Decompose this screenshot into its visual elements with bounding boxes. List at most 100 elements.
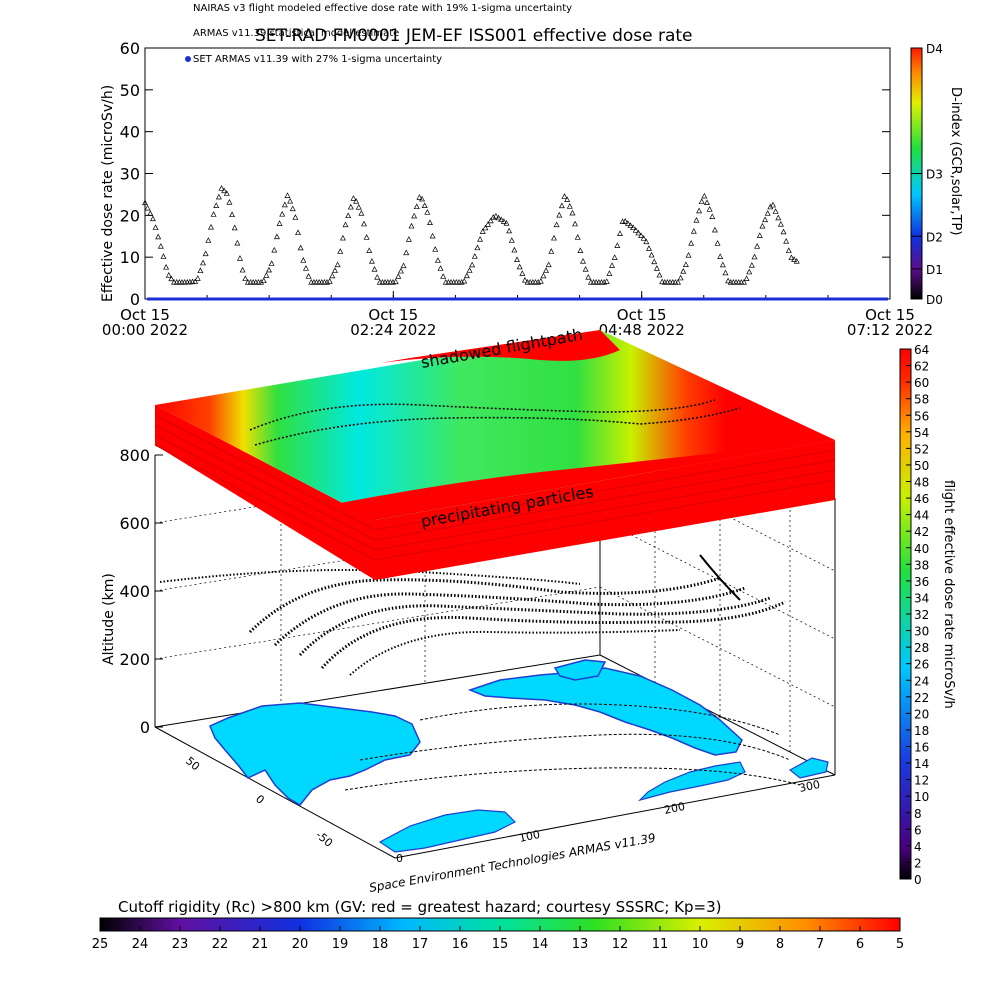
nairas-point: [482, 224, 489, 231]
altitude-tick-label: 800: [119, 446, 150, 465]
nairas-point: [152, 224, 159, 230]
nairas-point: [645, 245, 652, 251]
nairas-point: [548, 248, 555, 254]
nairas-point: [722, 269, 729, 276]
nairas-point: [474, 244, 481, 251]
nairas-point: [350, 195, 357, 201]
nairas-caption: NAIRAS v3 flight modeled effective dose …: [193, 3, 572, 14]
dose-colorbar-tick-label: 0: [914, 873, 922, 887]
nairas-point: [374, 274, 381, 280]
nairas-point: [622, 218, 629, 224]
nairas-point: [305, 273, 312, 279]
nairas-point: [762, 216, 769, 223]
nairas-point: [405, 236, 412, 242]
latitude-tick-label: 0: [253, 792, 267, 806]
dose-colorbar-tick-label: 46: [914, 492, 929, 506]
dose-colorbar-tick-label: 2: [914, 856, 922, 870]
nairas-point: [221, 187, 228, 194]
nairas-point: [756, 232, 763, 238]
nairas-point: [408, 222, 415, 229]
altitude-tick-label: 200: [119, 650, 150, 669]
nairas-point: [609, 262, 616, 268]
altitude-ticks: 0 200 400 600 800: [119, 446, 163, 737]
nairas-point: [363, 234, 370, 240]
continent-australia: [378, 809, 517, 853]
altitude-tick-label: 400: [119, 582, 150, 601]
nairas-point: [416, 194, 423, 200]
cutoff-tick-label: 14: [532, 937, 549, 952]
nairas-point: [281, 201, 288, 208]
nairas-point: [717, 253, 724, 259]
legend-marker: [185, 56, 191, 62]
dose-x-tick-time: 02:24 2022: [350, 321, 436, 339]
cutoff-rigidity-title: Cutoff rigidity (Rc) >800 km (GV: red = …: [118, 898, 721, 916]
nairas-point: [355, 203, 362, 210]
nairas-point: [218, 185, 225, 191]
dose-colorbar-tick-label: 36: [914, 575, 929, 589]
nairas-point: [192, 278, 199, 284]
dose-x-tick-time: 07:12 2022: [847, 321, 933, 339]
dose-y-tick-label: 20: [120, 206, 140, 225]
nairas-point: [142, 199, 148, 206]
orbit-path-2: [273, 586, 746, 647]
nairas-point: [213, 202, 220, 208]
hazard-slab-front-stripes: [154, 414, 836, 561]
nairas-point: [200, 259, 207, 266]
dose-x-tick-time: 00:00 2022: [102, 321, 188, 339]
nairas-point: [403, 249, 410, 256]
nairas-point: [564, 196, 571, 202]
nairas-point: [342, 221, 349, 228]
nairas-point: [656, 271, 663, 278]
nairas-point: [368, 258, 375, 264]
nairas-point: [659, 278, 666, 285]
nairas-point: [424, 209, 431, 215]
cutoff-tick-label: 5: [896, 937, 904, 952]
continent-africa-edge: [788, 757, 829, 779]
nairas-point: [361, 220, 367, 227]
cutoff-tick-label: 9: [736, 937, 744, 952]
nairas-point: [366, 247, 373, 253]
longitude-ticks: 100 200 300 0: [396, 778, 821, 865]
nairas-point: [295, 229, 302, 236]
nairas-point: [511, 246, 518, 253]
dose-colorbar-tick-label: 40: [914, 542, 929, 556]
nairas-point: [149, 215, 156, 222]
nairas-point: [239, 266, 246, 273]
dindex-ticks: D0 D1 D2 D3 D4: [911, 42, 943, 307]
nairas-point: [168, 275, 175, 282]
cutoff-tick-label: 24: [132, 937, 149, 952]
nairas-point: [751, 253, 758, 260]
nairas-point: [606, 270, 613, 276]
nairas-point: [226, 198, 233, 205]
nairas-point: [643, 238, 650, 245]
continent-greenland: [553, 659, 607, 681]
nairas-point: [624, 220, 631, 226]
continent-samerica: [637, 761, 746, 802]
nairas-point: [711, 226, 718, 233]
nairas-point: [616, 230, 623, 236]
dose-colorbar-tick-label: 54: [914, 426, 929, 440]
nairas-point: [144, 204, 151, 211]
nairas-point: [371, 266, 378, 272]
nairas-point: [519, 270, 526, 276]
dose-colorbar-tick-label: 60: [914, 376, 929, 390]
nairas-point: [353, 197, 360, 204]
nairas-point: [273, 233, 280, 240]
nairas-point: [345, 212, 352, 219]
nairas-point: [260, 277, 267, 284]
dose-x-tick-date: Oct 15: [617, 306, 667, 324]
dose-colorbar-tick-label: 10: [914, 790, 929, 804]
nairas-series: [142, 185, 800, 285]
nairas-point: [194, 275, 201, 281]
nairas-point: [165, 271, 172, 278]
nairas-point: [284, 192, 291, 198]
nairas-point: [648, 251, 655, 258]
dose-colorbar-tick-label: 52: [914, 442, 929, 456]
dose-colorbar-tick-label: 4: [914, 840, 922, 854]
nairas-point: [223, 190, 230, 196]
nairas-point: [788, 254, 795, 261]
dose-colorbar-tick-label: 48: [914, 476, 929, 490]
nairas-point: [163, 263, 170, 270]
cutoff-tick-label: 25: [92, 937, 109, 952]
